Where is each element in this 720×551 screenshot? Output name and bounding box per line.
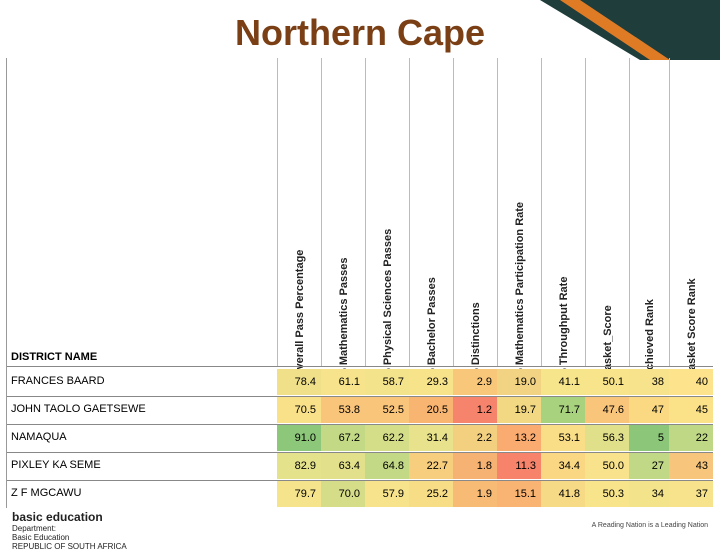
table-cell: 22 (669, 425, 713, 451)
table-cell: 63.4 (321, 453, 365, 479)
column-header-label: % Bachelor Passes (426, 277, 438, 378)
row-divider (7, 424, 713, 425)
header-divider (7, 366, 713, 367)
table-cell: 70.0 (321, 481, 365, 507)
table-cell: 57.9 (365, 481, 409, 507)
results-table: Overall Pass Percentage % Mathematics Pas… (6, 58, 714, 509)
table-cell: 67.2 (321, 425, 365, 451)
district-name: PIXLEY KA SEME (11, 459, 101, 471)
table-cell: 43 (669, 453, 713, 479)
table-cell: 20.5 (409, 397, 453, 423)
row-divider (7, 452, 713, 453)
table-cell: 70.5 (277, 397, 321, 423)
brand-text: basic education (12, 510, 103, 524)
reading-nation-tagline: A Reading Nation is a Leading Nation (591, 522, 708, 529)
column-header-label: Basket_Score (602, 305, 614, 378)
table-cell: 50.3 (585, 481, 629, 507)
table-cell: 58.7 (365, 369, 409, 395)
table-cell: 53.1 (541, 425, 585, 451)
column-header-9: Achieved Rank (629, 58, 670, 378)
table-cell: 82.9 (277, 453, 321, 479)
page-title: Northern Cape (234, 12, 486, 53)
district-name-header: DISTRICT NAME (11, 351, 98, 363)
table-cell: 1.9 (453, 481, 497, 507)
table-cell: 64.8 (365, 453, 409, 479)
table-cell: 31.4 (409, 425, 453, 451)
table-cell: 1.8 (453, 453, 497, 479)
district-name: Z F MGCAWU (11, 487, 82, 499)
column-header-label: % Physical Sciences Passes (382, 228, 394, 378)
table-cell: 53.8 (321, 397, 365, 423)
column-header-5: % Distinctions (453, 58, 498, 378)
table-cell: 41.1 (541, 369, 585, 395)
table-cell: 37 (669, 481, 713, 507)
district-name: FRANCES BAARD (11, 375, 105, 387)
table-cell: 22.7 (409, 453, 453, 479)
table-cell: 34.4 (541, 453, 585, 479)
column-header-2: % Mathematics Passes (321, 58, 366, 378)
table-cell: 19.7 (497, 397, 541, 423)
table-cell: 56.3 (585, 425, 629, 451)
column-header-label: Basket Score Rank (686, 278, 698, 378)
column-header-label: % Mathematics Participation Rate (514, 201, 526, 378)
table-cell: 45 (669, 397, 713, 423)
district-name: JOHN TAOLO GAETSEWE (11, 403, 146, 415)
table-cell: 78.4 (277, 369, 321, 395)
table-cell: 71.7 (541, 397, 585, 423)
country-name: REPUBLIC OF SOUTH AFRICA (12, 542, 127, 551)
row-divider (7, 480, 713, 481)
dept-line: Department: (12, 524, 57, 533)
table-cell: 19.0 (497, 369, 541, 395)
column-header-6: % Mathematics Participation Rate (497, 58, 542, 378)
column-header-label: % Throughput Rate (558, 276, 570, 378)
dept-name: Basic Education (12, 533, 70, 542)
table-cell: 47.6 (585, 397, 629, 423)
row-divider (7, 396, 713, 397)
table-cell: 52.5 (365, 397, 409, 423)
table-cell: 62.2 (365, 425, 409, 451)
table-cell: 13.2 (497, 425, 541, 451)
table-cell: 38 (629, 369, 669, 395)
table-cell: 29.3 (409, 369, 453, 395)
table-cell: 50.0 (585, 453, 629, 479)
column-header-3: % Physical Sciences Passes (365, 58, 410, 378)
column-header-label: % Mathematics Passes (338, 257, 350, 378)
column-header-8: Basket_Score (585, 58, 630, 378)
table-cell: 61.1 (321, 369, 365, 395)
column-header-4: % Bachelor Passes (409, 58, 454, 378)
table-cell: 50.1 (585, 369, 629, 395)
table-cell: 27 (629, 453, 669, 479)
column-header-1: Overall Pass Percentage (277, 58, 322, 378)
table-cell: 40 (669, 369, 713, 395)
dbe-logo: basic education Department: Basic Educat… (12, 510, 127, 551)
table-cell: 47 (629, 397, 669, 423)
table-cell: 1.2 (453, 397, 497, 423)
column-header-10: Basket Score Rank (669, 58, 714, 378)
table-cell: 41.8 (541, 481, 585, 507)
footer: basic education Department: Basic Educat… (0, 508, 720, 551)
table-cell: 2.2 (453, 425, 497, 451)
table-cell: 79.7 (277, 481, 321, 507)
table-cell: 25.2 (409, 481, 453, 507)
table-cell: 5 (629, 425, 669, 451)
column-header-7: % Throughput Rate (541, 58, 586, 378)
column-header-label: Overall Pass Percentage (294, 249, 306, 378)
table-cell: 11.3 (497, 453, 541, 479)
table-cell: 2.9 (453, 369, 497, 395)
corner-decoration (540, 0, 720, 60)
table-cell: 91.0 (277, 425, 321, 451)
table-cell: 34 (629, 481, 669, 507)
district-name: NAMAQUA (11, 431, 67, 443)
table-cell: 15.1 (497, 481, 541, 507)
